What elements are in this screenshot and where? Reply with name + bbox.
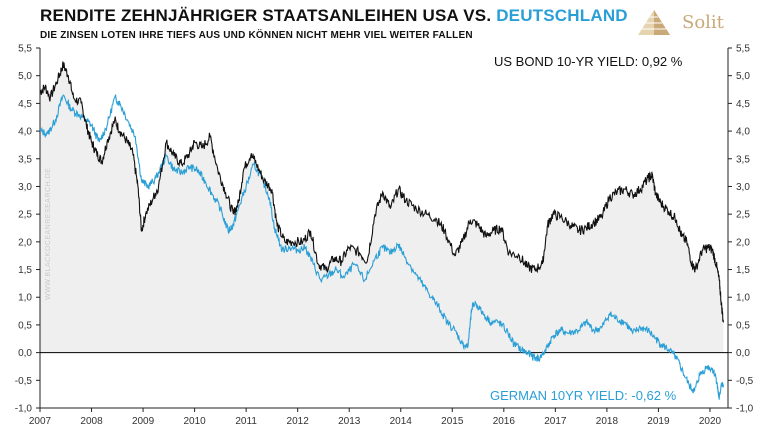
x-tick: 2012 (287, 416, 310, 427)
y-tick-left: 4,0 (18, 127, 32, 138)
chart-title: RENDITE ZEHNJÄHRIGER STAATSANLEIHEN USA … (40, 6, 628, 26)
y-tick-left: 1,5 (18, 265, 32, 276)
chart-subtitle: DIE ZINSEN LOTEN IHRE TIEFS AUS UND KÖNN… (40, 30, 473, 41)
us-yield-area (40, 61, 724, 353)
y-tick-left: 2,5 (18, 210, 32, 221)
x-tick: 2020 (699, 416, 722, 427)
german-yield-line (39, 93, 724, 400)
us-yield-line (39, 61, 724, 324)
y-tick-left: -1,0 (15, 404, 33, 415)
x-tick: 2018 (596, 416, 619, 427)
us-series-label: US BOND 10-YR YIELD: 0,92 % (494, 54, 683, 69)
y-tick-left: 0,0 (18, 348, 32, 359)
x-tick: 2017 (544, 416, 567, 427)
y-tick-left: 5,5 (18, 44, 32, 55)
x-tick: 2016 (493, 416, 516, 427)
x-tick: 2019 (647, 416, 670, 427)
y-tick-left: 1,0 (18, 293, 32, 304)
x-tick: 2009 (132, 416, 155, 427)
y-tick-right: 5,5 (736, 44, 750, 55)
x-tick: 2011 (235, 416, 257, 427)
y-tick-right: 3,0 (736, 182, 750, 193)
watermark: WWW.BLACKOCEANRESEARCH.DE (45, 168, 52, 300)
y-tick-right: 4,5 (736, 99, 750, 110)
solit-logo: Solit (632, 8, 762, 40)
y-tick-right: 1,5 (736, 265, 750, 276)
y-tick-right: 2,0 (736, 237, 750, 248)
y-tick-left: 3,5 (18, 154, 32, 165)
x-tick: 2008 (80, 416, 103, 427)
x-tick: 2014 (390, 416, 413, 427)
x-tick: 2013 (338, 416, 361, 427)
chart-title-part1: RENDITE ZEHNJÄHRIGER STAATSANLEIHEN USA … (40, 6, 497, 25)
y-tick-right: 1,0 (736, 293, 750, 304)
x-tick: 2007 (29, 416, 52, 427)
y-tick-left: 5,0 (18, 71, 32, 82)
german-series-label: GERMAN 10YR YIELD: -0,62 % (490, 388, 677, 403)
x-tick: 2015 (441, 416, 464, 427)
y-tick-right: 5,0 (736, 71, 750, 82)
chart-title-highlight: DEUTSCHLAND (496, 6, 628, 25)
y-tick-right: 0,5 (736, 320, 750, 331)
y-tick-right: 2,5 (736, 210, 750, 221)
y-tick-left: 3,0 (18, 182, 32, 193)
logo-text: Solit (682, 12, 724, 33)
y-tick-left: 4,5 (18, 99, 32, 110)
y-tick-right: -1,0 (736, 404, 754, 415)
y-tick-right: -0,5 (736, 376, 754, 387)
y-tick-right: 3,5 (736, 154, 750, 165)
y-tick-left: -0,5 (15, 376, 33, 387)
pyramid-icon (638, 10, 670, 35)
y-tick-left: 2,0 (18, 237, 32, 248)
y-tick-right: 0,0 (736, 348, 750, 359)
x-tick: 2010 (183, 416, 206, 427)
y-tick-left: 0,5 (18, 320, 32, 331)
y-tick-right: 4,0 (736, 127, 750, 138)
